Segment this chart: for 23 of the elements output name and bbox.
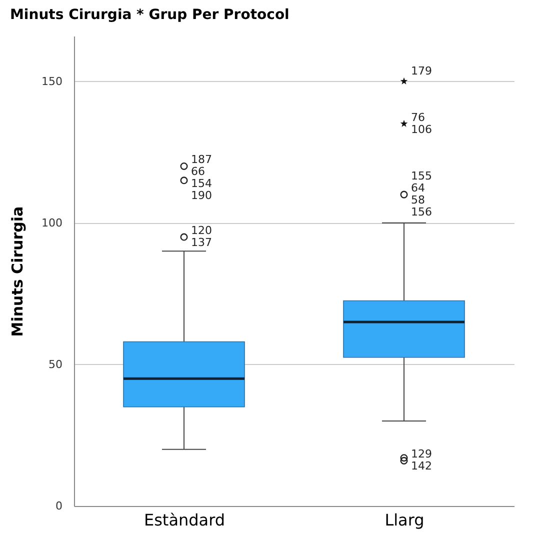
annotation: 154: [191, 177, 212, 190]
y-tick-label: 0: [56, 500, 62, 512]
annotation: 106: [411, 122, 432, 136]
x-tick-label: Estàndard: [144, 510, 226, 530]
chart-title: Minuts Cirurgia * Grup Per Protocol: [10, 7, 290, 23]
annotation: 129: [411, 448, 432, 461]
annotation: 64: [411, 182, 425, 195]
annotation: 156: [411, 206, 432, 219]
x-tick-label: Llarg: [384, 510, 424, 530]
y-tick-label: 50: [48, 358, 62, 371]
y-axis-title: Minuts Cirurgia: [8, 206, 27, 337]
annotation: 76: [411, 110, 425, 124]
annotation: 142: [411, 460, 432, 473]
annotation: 187: [191, 153, 212, 166]
annotation: 137: [191, 236, 212, 250]
annotation: 120: [191, 224, 212, 238]
annotation: 66: [191, 165, 205, 178]
annotation: 155: [411, 170, 432, 183]
y-tick-label: 150: [42, 74, 62, 88]
y-tick-label: 100: [42, 216, 62, 230]
annotation: 58: [411, 194, 425, 207]
annotation: 190: [191, 189, 212, 202]
annotation: 179: [411, 64, 432, 78]
